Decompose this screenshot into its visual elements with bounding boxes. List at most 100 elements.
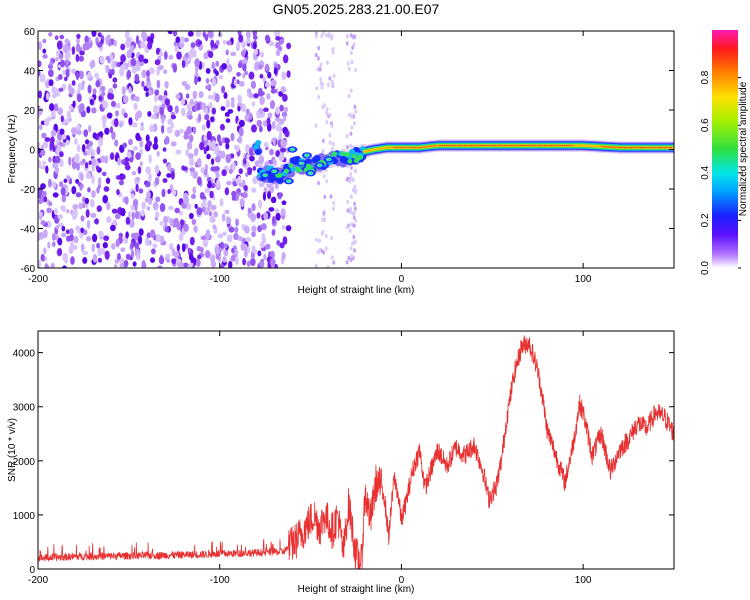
noise-cell	[62, 265, 67, 268]
noise-cell	[141, 80, 145, 88]
noise-cell	[326, 60, 329, 65]
noise-cell	[230, 51, 237, 57]
noise-cell	[273, 67, 278, 75]
noise-cell	[175, 149, 182, 155]
noise-cell	[243, 225, 250, 234]
noise-cell	[97, 41, 103, 48]
noise-cell	[352, 35, 355, 40]
spectrogram-ylabel: Frequency (Hz)	[7, 115, 18, 184]
noise-cell	[213, 211, 219, 218]
noise-cell	[38, 107, 43, 116]
noise-cell	[124, 196, 129, 205]
snr-ytick-label: 0	[29, 565, 35, 576]
noise-cell	[226, 64, 233, 73]
noise-cell	[91, 157, 96, 166]
noise-cell	[321, 81, 325, 87]
noise-cell	[145, 91, 149, 98]
noise-cell	[98, 230, 104, 239]
noise-cell	[258, 155, 265, 165]
noise-cell	[349, 33, 353, 38]
spectrogram-ytick-label: 40	[24, 67, 36, 78]
noise-cell	[111, 131, 116, 140]
noise-cell	[181, 243, 186, 253]
noise-cell	[116, 189, 120, 196]
noise-cell	[279, 104, 284, 112]
noise-cell	[192, 90, 198, 100]
noise-cell	[40, 183, 46, 190]
noise-cell	[159, 203, 166, 213]
noise-cell	[254, 61, 260, 71]
noise-cell	[98, 138, 103, 147]
noise-cell	[320, 85, 324, 90]
noise-cell	[242, 63, 247, 72]
noise-cell	[152, 142, 159, 150]
signal-blob	[263, 174, 267, 177]
noise-cell	[189, 170, 194, 176]
noise-cell	[206, 206, 211, 213]
noise-cell	[224, 187, 230, 196]
noise-cell	[38, 90, 43, 99]
noise-cell	[75, 42, 81, 53]
noise-cell	[92, 88, 97, 95]
noise-cell	[89, 145, 93, 153]
noise-cell	[256, 212, 261, 219]
noise-cell	[148, 198, 152, 206]
colorbar-label: Normalized spectral amplitude	[738, 81, 749, 216]
noise-cell	[118, 179, 124, 186]
noise-cell	[191, 218, 197, 226]
noise-cell	[219, 123, 225, 131]
noise-cell	[222, 256, 227, 263]
noise-cell	[68, 156, 72, 166]
noise-cell	[132, 198, 139, 208]
noise-cell	[75, 225, 80, 232]
noise-cell	[73, 235, 79, 244]
noise-cell	[315, 86, 319, 91]
noise-cell	[246, 88, 252, 94]
noise-cell	[235, 177, 241, 185]
noise-cell	[168, 243, 174, 250]
noise-cell	[196, 102, 201, 111]
noise-cell	[79, 70, 84, 80]
noise-cell	[62, 44, 69, 54]
noise-cell	[345, 41, 349, 46]
noise-cell	[278, 153, 285, 162]
noise-cell	[276, 239, 281, 246]
noise-cell	[233, 232, 239, 241]
noise-cell	[250, 257, 256, 267]
noise-cell	[200, 167, 205, 174]
noise-cell	[259, 240, 265, 248]
noise-cell	[352, 121, 356, 126]
noise-cell	[238, 119, 245, 128]
noise-cell	[174, 129, 181, 138]
noise-cell	[349, 171, 353, 177]
noise-cell	[325, 33, 328, 38]
noise-cell	[131, 66, 137, 74]
noise-cell	[262, 120, 268, 127]
signal-cell	[351, 153, 357, 159]
noise-cell	[159, 221, 164, 226]
noise-cell	[352, 234, 356, 240]
noise-cell	[345, 260, 349, 265]
noise-cell	[124, 40, 131, 49]
noise-cell	[266, 117, 271, 126]
noise-cell	[349, 143, 353, 148]
noise-cell	[45, 220, 52, 229]
noise-cell	[98, 95, 103, 102]
noise-cell	[206, 229, 211, 236]
signal-blob	[290, 148, 294, 151]
spectrogram-xtick-label: -200	[28, 274, 48, 285]
noise-cell	[286, 70, 291, 78]
noise-cell	[242, 73, 246, 79]
noise-cell	[97, 131, 104, 137]
noise-cell	[48, 79, 54, 87]
noise-cell	[138, 228, 144, 236]
noise-cell	[259, 259, 265, 268]
noise-cell	[114, 139, 119, 147]
noise-cell	[264, 34, 270, 43]
noise-cell	[63, 178, 68, 184]
noise-cell	[62, 252, 69, 262]
noise-cell	[111, 60, 115, 70]
noise-cell	[243, 158, 247, 165]
noise-cell	[101, 247, 106, 255]
noise-cell	[252, 166, 257, 171]
